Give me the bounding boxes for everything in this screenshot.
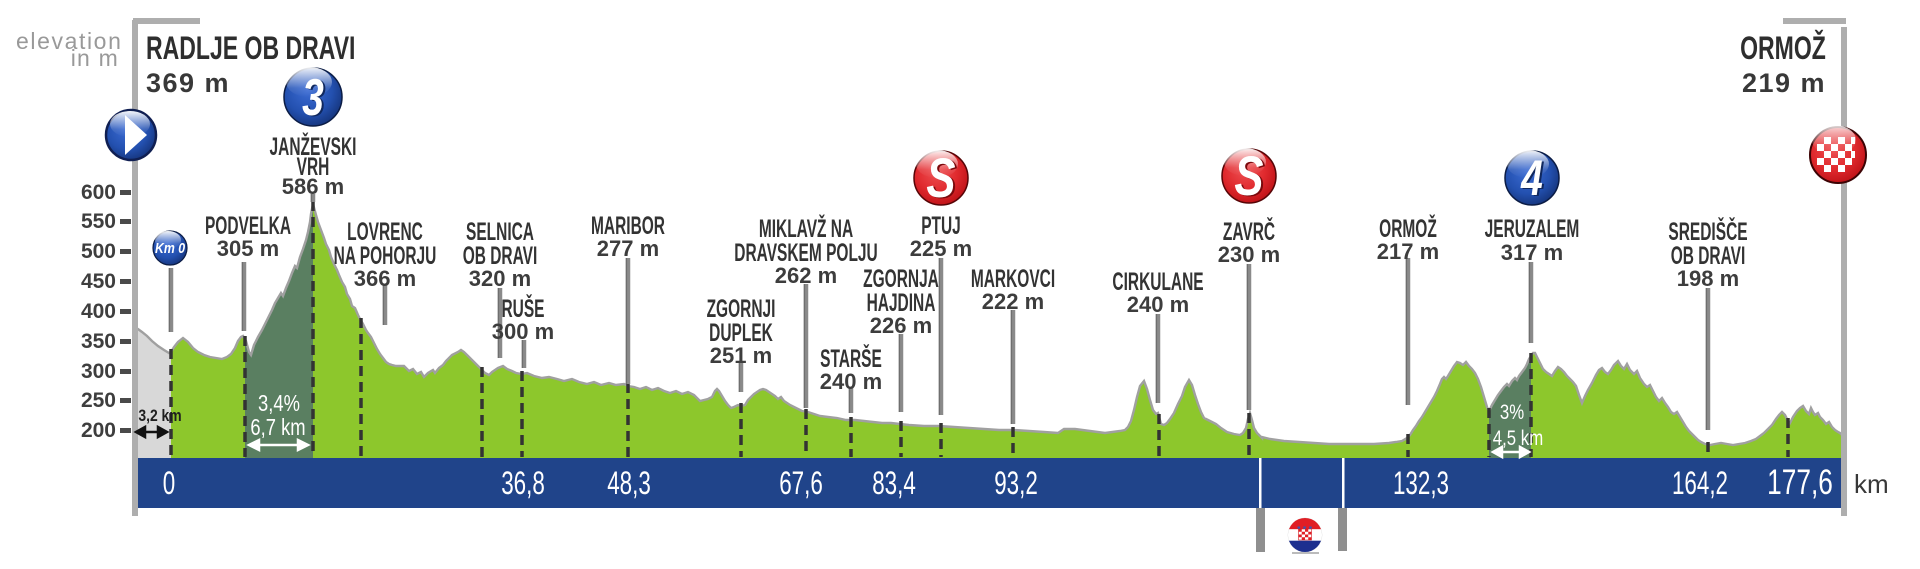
- svg-text:317 m: 317 m: [1501, 240, 1563, 265]
- svg-text:ZAVRČ: ZAVRČ: [1223, 217, 1275, 246]
- svg-text:OB DRAVI: OB DRAVI: [1671, 242, 1746, 270]
- svg-text:262 m: 262 m: [775, 263, 837, 288]
- svg-text:500: 500: [81, 240, 116, 263]
- svg-text:320 m: 320 m: [469, 266, 531, 291]
- svg-text:RADLJE OB DRAVI: RADLJE OB DRAVI: [146, 30, 355, 66]
- svg-text:217 m: 217 m: [1377, 239, 1439, 264]
- svg-text:251 m: 251 m: [710, 343, 772, 368]
- svg-text:300 m: 300 m: [492, 319, 554, 344]
- svg-text:4: 4: [1522, 150, 1545, 207]
- svg-text:550: 550: [81, 210, 116, 233]
- svg-text:ORMOŽ: ORMOŽ: [1379, 214, 1437, 243]
- svg-text:350: 350: [81, 330, 116, 353]
- svg-text:0: 0: [163, 465, 175, 501]
- svg-text:219 m: 219 m: [1742, 68, 1826, 98]
- svg-text:LOVRENC: LOVRENC: [347, 218, 423, 246]
- svg-text:132,3: 132,3: [1393, 465, 1449, 501]
- svg-text:S: S: [926, 147, 955, 209]
- svg-text:SELNICA: SELNICA: [466, 218, 534, 246]
- svg-text:226 m: 226 m: [870, 313, 932, 338]
- svg-text:RUŠE: RUŠE: [501, 294, 544, 323]
- svg-text:240 m: 240 m: [820, 369, 882, 394]
- svg-text:222 m: 222 m: [982, 289, 1044, 314]
- svg-text:3: 3: [304, 68, 326, 127]
- svg-text:48,3: 48,3: [607, 465, 651, 501]
- svg-text:450: 450: [81, 270, 116, 293]
- svg-text:DRAVSKEM POLJU: DRAVSKEM POLJU: [734, 239, 877, 267]
- svg-text:250: 250: [81, 389, 116, 412]
- svg-text:JANŽEVSKI: JANŽEVSKI: [270, 132, 357, 161]
- svg-text:ZGORNJI: ZGORNJI: [707, 295, 776, 323]
- svg-text:MIKLAVŽ NA: MIKLAVŽ NA: [759, 214, 853, 243]
- svg-text:S: S: [928, 148, 957, 210]
- svg-text:3: 3: [302, 67, 324, 126]
- svg-text:S: S: [1234, 145, 1263, 207]
- svg-text:CIRKULANE: CIRKULANE: [1112, 268, 1203, 296]
- svg-text:SREDIŠČE: SREDIŠČE: [1668, 217, 1747, 246]
- svg-text:MARKOVCI: MARKOVCI: [971, 265, 1055, 293]
- svg-text:198 m: 198 m: [1677, 266, 1739, 291]
- svg-text:586 m: 586 m: [282, 174, 344, 199]
- svg-text:VRH: VRH: [297, 153, 330, 181]
- svg-text:6,7 km: 6,7 km: [250, 415, 305, 440]
- svg-text:HAJDINA: HAJDINA: [867, 289, 936, 317]
- svg-text:225 m: 225 m: [910, 236, 972, 261]
- svg-text:PODVELKA: PODVELKA: [205, 212, 291, 240]
- svg-text:67,6: 67,6: [779, 465, 823, 501]
- svg-text:Km 0: Km 0: [155, 240, 185, 256]
- svg-text:in m: in m: [71, 45, 119, 71]
- svg-text:NA POHORJU: NA POHORJU: [334, 242, 437, 270]
- svg-text:277 m: 277 m: [597, 236, 659, 261]
- svg-text:83,4: 83,4: [872, 465, 916, 501]
- svg-text:3,4%: 3,4%: [258, 391, 300, 416]
- svg-text:STARŠE: STARŠE: [820, 344, 882, 373]
- svg-text:JERUZALEM: JERUZALEM: [1485, 215, 1580, 243]
- svg-text:230 m: 230 m: [1218, 242, 1280, 267]
- svg-text:OB DRAVI: OB DRAVI: [463, 242, 538, 270]
- svg-text:200: 200: [81, 419, 116, 442]
- svg-text:240 m: 240 m: [1127, 292, 1189, 317]
- svg-text:MARIBOR: MARIBOR: [591, 212, 665, 240]
- svg-text:3%: 3%: [1500, 401, 1524, 424]
- svg-text:PTUJ: PTUJ: [921, 212, 961, 240]
- svg-text:366 m: 366 m: [354, 266, 416, 291]
- svg-text:36,8: 36,8: [501, 465, 545, 501]
- svg-text:ZGORNJA: ZGORNJA: [863, 265, 939, 293]
- svg-text:600: 600: [81, 181, 116, 204]
- svg-text:400: 400: [81, 300, 116, 323]
- svg-text:3,2 km: 3,2 km: [138, 407, 181, 426]
- svg-text:DUPLEK: DUPLEK: [709, 319, 773, 347]
- svg-text:177,6: 177,6: [1767, 462, 1833, 502]
- svg-text:4: 4: [1520, 149, 1543, 206]
- svg-text:164,2: 164,2: [1672, 465, 1728, 501]
- svg-text:305 m: 305 m: [217, 236, 279, 261]
- svg-text:elevation: elevation: [16, 28, 122, 54]
- svg-text:km: km: [1854, 469, 1889, 499]
- svg-text:369 m: 369 m: [146, 68, 230, 98]
- svg-text:300: 300: [81, 360, 116, 383]
- svg-text:S: S: [1236, 146, 1265, 208]
- svg-text:ORMOŽ: ORMOŽ: [1740, 30, 1826, 66]
- svg-text:4,5 km: 4,5 km: [1493, 427, 1543, 450]
- svg-text:93,2: 93,2: [994, 465, 1038, 501]
